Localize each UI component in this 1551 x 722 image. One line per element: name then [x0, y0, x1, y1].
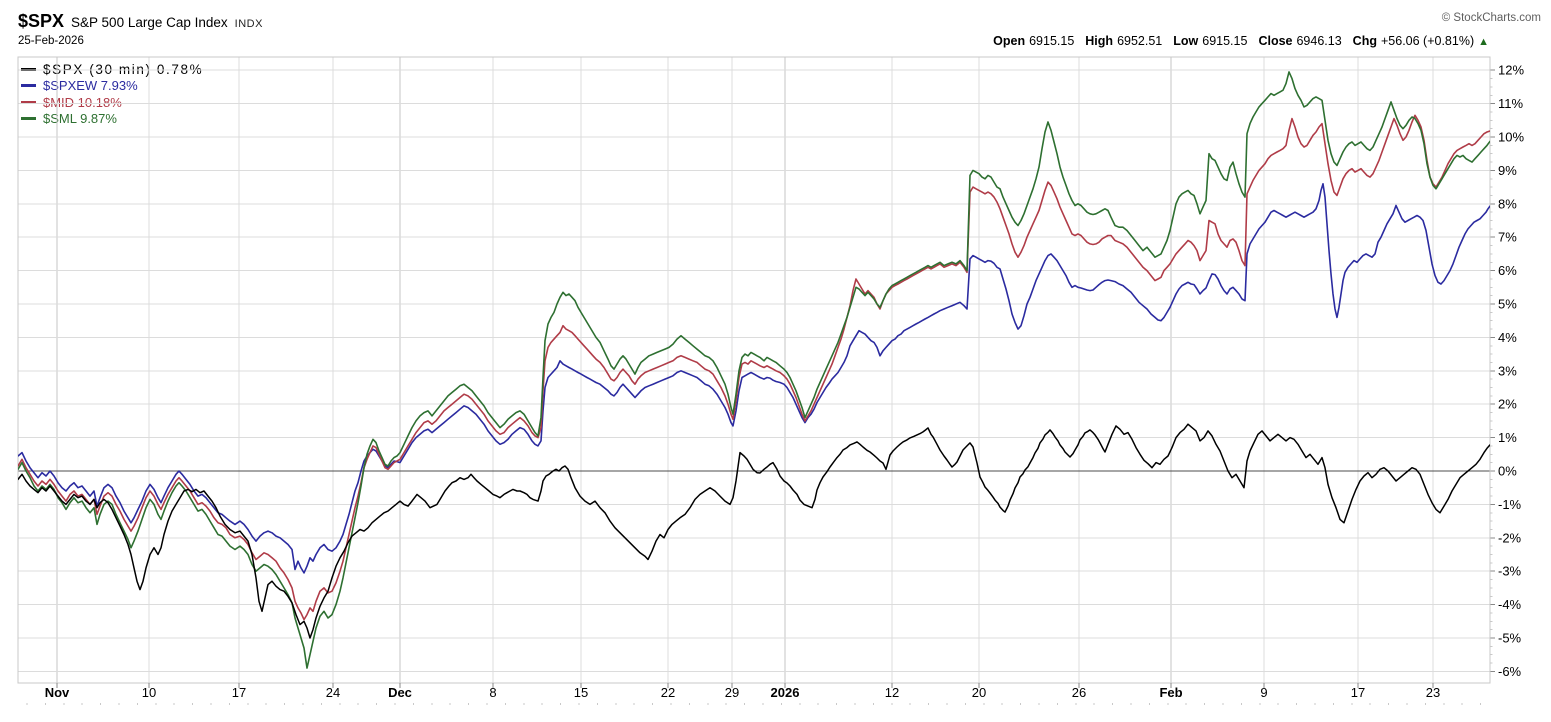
legend-dash-icon	[21, 100, 36, 104]
ohlc-high-label: High	[1085, 34, 1114, 48]
change-up-arrow-icon: ▲	[1478, 36, 1489, 48]
ohlc-open-value: 6915.15	[1029, 34, 1075, 48]
x-axis-label: 9	[1260, 685, 1267, 700]
y-axis-label: 11%	[1498, 96, 1523, 111]
legend-item-spx: $SPX (30 min) 0.78%	[21, 62, 203, 78]
chart-date: 25-Feb-2026	[18, 35, 84, 47]
ohlc-chg-value: +56.06 (+0.81%)	[1380, 34, 1475, 48]
y-axis-label: -5%	[1498, 631, 1522, 646]
x-axis-label: 26	[1072, 685, 1086, 700]
legend-dash-icon	[21, 67, 36, 71]
x-axis-label: 23	[1426, 685, 1440, 700]
legend-item-spxew: $SPXEW 7.93%	[21, 78, 203, 94]
y-axis-label: 5%	[1498, 297, 1517, 312]
y-axis-label: 1%	[1498, 430, 1517, 445]
legend-label: $SML 9.87%	[43, 110, 117, 126]
x-axis-label: Feb	[1159, 685, 1182, 700]
y-axis-label: 2%	[1498, 397, 1517, 412]
x-axis-label: 29	[725, 685, 739, 700]
y-axis-label: -1%	[1498, 497, 1522, 512]
y-axis-label: 9%	[1498, 163, 1517, 178]
y-axis-label: 10%	[1498, 130, 1524, 145]
y-axis-label: 12%	[1498, 63, 1524, 78]
legend-label: $SPXEW 7.93%	[43, 78, 138, 94]
chart-title: $SPX S&P 500 Large Cap Index INDX	[18, 11, 263, 32]
x-axis-label: 20	[972, 685, 986, 700]
series-line-sml	[18, 71, 1490, 669]
y-axis-label: -3%	[1498, 564, 1522, 579]
legend: $SPX (30 min) 0.78% $SPXEW 7.93% $MID 10.1…	[21, 62, 203, 127]
x-axis-label: 24	[326, 685, 340, 700]
x-axis-label: 2026	[771, 685, 800, 700]
y-axis-label: 0%	[1498, 464, 1517, 479]
ohlc-chg-label: Chg	[1352, 34, 1377, 48]
legend-dash-icon	[21, 116, 36, 120]
x-axis-label: 17	[1351, 685, 1365, 700]
y-axis-label: -4%	[1498, 597, 1522, 612]
ohlc-strip: Open 6915.15 High 6952.51 Low 6915.15 Close 694…	[993, 34, 1489, 48]
x-axis-label: 15	[574, 685, 588, 700]
plot-border	[17, 56, 1491, 684]
legend-item-sml: $SML 9.87%	[21, 111, 203, 127]
ohlc-close-value: 6946.13	[1296, 34, 1342, 48]
x-axis-label: 10	[142, 685, 156, 700]
x-axis-label: Dec	[388, 685, 412, 700]
ohlc-close-label: Close	[1258, 34, 1293, 48]
y-axis-label: 7%	[1498, 230, 1517, 245]
stockcharts-credit: © StockCharts.com	[1441, 12, 1541, 24]
y-axis-label: 8%	[1498, 196, 1517, 211]
ohlc-low-label: Low	[1173, 34, 1199, 48]
index-name: S&P 500 Large Cap Index	[71, 15, 228, 30]
y-axis-label: -6%	[1498, 664, 1522, 679]
series-group	[18, 71, 1490, 669]
y-axis-label: 3%	[1498, 363, 1517, 378]
legend-label: $SPX (30 min) 0.78%	[43, 62, 204, 77]
exchange-label: INDX	[234, 18, 263, 30]
y-axis-label: 6%	[1498, 263, 1517, 278]
ohlc-open-label: Open	[993, 34, 1026, 48]
x-axis-label: Nov	[45, 685, 70, 700]
legend-item-mid: $MID 10.18%	[21, 95, 203, 111]
x-axis-label: 22	[661, 685, 675, 700]
series-line-spxew	[18, 183, 1490, 574]
legend-label: $MID 10.18%	[43, 94, 122, 110]
ohlc-high-value: 6952.51	[1117, 34, 1163, 48]
x-axis-label: 8	[489, 685, 496, 700]
y-axis-label: 4%	[1498, 330, 1517, 345]
x-axis-label: 12	[885, 685, 899, 700]
legend-dash-icon	[21, 84, 36, 88]
ohlc-low-value: 6915.15	[1202, 34, 1248, 48]
series-line-spx	[18, 423, 1490, 639]
y-axis-label: -2%	[1498, 530, 1522, 545]
ticker-symbol: $SPX	[18, 11, 65, 31]
x-axis-label: 17	[232, 685, 246, 700]
series-line-mid	[18, 114, 1490, 621]
